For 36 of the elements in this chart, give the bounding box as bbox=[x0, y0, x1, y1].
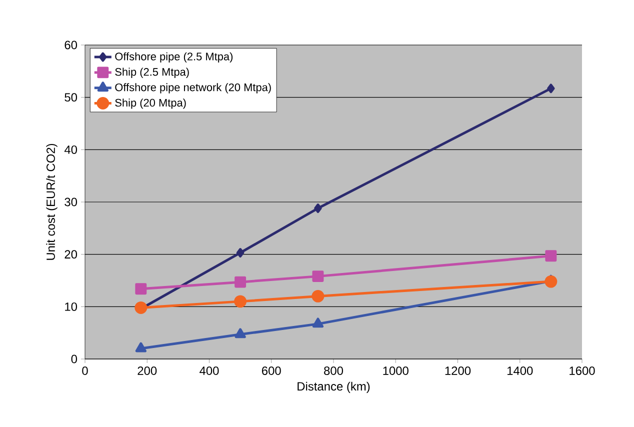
x-tick-label: 0 bbox=[82, 366, 88, 375]
legend-label: Offshore pipe (2.5 Mtpa) bbox=[115, 52, 233, 63]
y-tick-label: 10 bbox=[65, 302, 78, 311]
y-axis-title: Unit cost (EUR/t CO2) bbox=[46, 144, 58, 260]
point bbox=[234, 276, 246, 288]
legend-label: Ship (20 Mtpa) bbox=[115, 98, 186, 109]
y-tick-label: 50 bbox=[64, 93, 78, 102]
point bbox=[234, 295, 247, 308]
x-tick-label: 400 bbox=[200, 366, 219, 375]
point bbox=[312, 270, 324, 282]
legend-label: Offshore pipe network (20 Mtpa) bbox=[115, 83, 271, 94]
y-tick-label: 60 bbox=[64, 40, 78, 50]
y-tick-label: 30 bbox=[64, 198, 78, 206]
point bbox=[312, 318, 324, 328]
point bbox=[135, 342, 146, 352]
x-tick-label: 1000 bbox=[383, 366, 408, 375]
x-tick-label: 1600 bbox=[570, 366, 595, 375]
point bbox=[544, 275, 558, 288]
x-tick-label: 800 bbox=[324, 366, 344, 375]
point bbox=[545, 250, 557, 262]
x-tick-label: 1400 bbox=[507, 366, 533, 375]
x-tick-label: 200 bbox=[138, 366, 157, 375]
point bbox=[312, 290, 324, 302]
x-tick-label: 600 bbox=[262, 366, 281, 375]
legend-label: Ship (2.5 Mtpa) bbox=[115, 68, 189, 78]
point bbox=[134, 301, 148, 314]
y-tick-label: 20 bbox=[64, 250, 78, 259]
y-tick-label: 40 bbox=[64, 145, 78, 154]
y-tick-label: 0 bbox=[71, 354, 78, 364]
point bbox=[135, 283, 147, 295]
point bbox=[314, 204, 322, 214]
point bbox=[234, 328, 246, 338]
point bbox=[547, 84, 555, 94]
point bbox=[236, 248, 244, 258]
x-tick-label: 1200 bbox=[445, 366, 471, 375]
x-axis-title: Distance (km) bbox=[298, 382, 370, 393]
